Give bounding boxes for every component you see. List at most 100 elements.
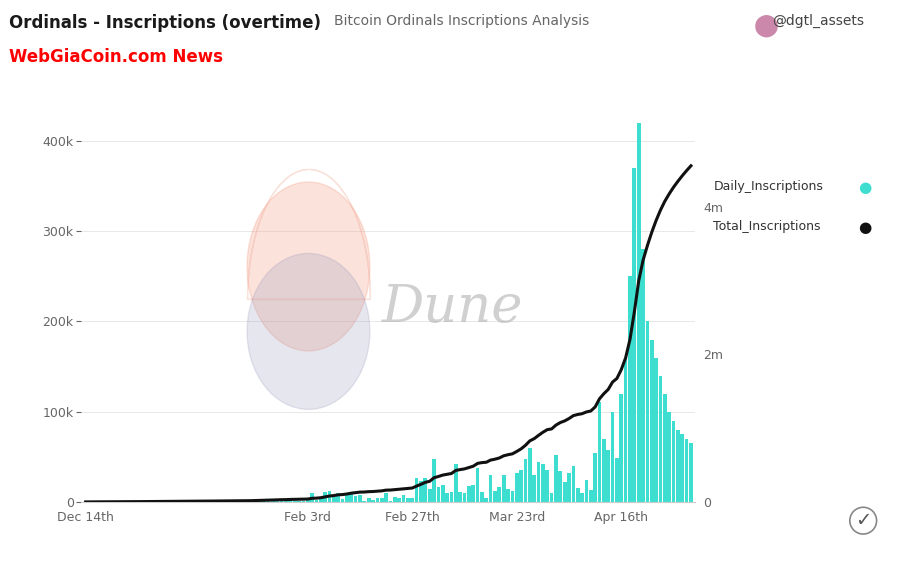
Bar <box>519 470 522 502</box>
Bar <box>540 464 544 502</box>
Bar <box>423 478 427 502</box>
Bar <box>679 434 684 502</box>
Bar <box>631 168 636 502</box>
Bar <box>471 486 474 502</box>
Bar <box>258 500 262 502</box>
Bar <box>597 402 601 502</box>
Bar <box>288 500 292 502</box>
Bar <box>488 475 492 502</box>
Bar <box>645 321 649 502</box>
Bar <box>419 481 422 502</box>
Bar <box>466 486 470 502</box>
Bar <box>349 492 353 502</box>
Bar <box>253 500 257 502</box>
Bar <box>658 376 661 502</box>
Bar <box>667 412 670 502</box>
Bar <box>162 501 166 502</box>
Bar <box>571 466 575 502</box>
Bar <box>366 497 370 502</box>
Bar <box>284 501 288 502</box>
Bar <box>671 421 675 502</box>
Bar <box>414 478 418 502</box>
Bar <box>384 494 388 502</box>
Bar <box>340 499 344 502</box>
Bar <box>584 481 587 502</box>
Text: Total_Inscriptions: Total_Inscriptions <box>713 220 820 233</box>
Bar <box>580 492 584 502</box>
Bar <box>619 394 622 502</box>
Text: Daily_Inscriptions: Daily_Inscriptions <box>713 180 823 193</box>
Bar <box>523 459 527 502</box>
Bar <box>483 497 488 502</box>
Bar <box>223 501 226 502</box>
Bar <box>649 340 653 502</box>
Bar <box>392 497 396 502</box>
Bar <box>375 498 379 502</box>
Bar <box>510 491 513 502</box>
Bar <box>397 498 400 502</box>
Bar <box>640 249 644 502</box>
Bar <box>562 482 566 502</box>
Bar <box>636 123 640 502</box>
Bar <box>436 487 440 502</box>
Bar <box>688 443 692 502</box>
Bar <box>244 500 248 502</box>
Bar <box>506 488 510 502</box>
Bar <box>297 501 300 502</box>
Bar <box>280 500 283 502</box>
Bar <box>401 495 405 502</box>
Bar <box>332 496 336 502</box>
Bar <box>323 492 327 502</box>
Bar <box>502 475 505 502</box>
Bar <box>388 501 391 502</box>
Bar <box>275 501 279 502</box>
Ellipse shape <box>247 253 370 409</box>
Bar <box>662 394 666 502</box>
Bar <box>549 493 553 502</box>
Bar <box>605 450 610 502</box>
Bar <box>528 448 531 502</box>
Bar <box>536 461 539 502</box>
Bar <box>575 488 579 502</box>
Bar <box>449 492 453 502</box>
Bar <box>292 501 296 502</box>
Text: Dune: Dune <box>382 281 523 333</box>
Bar <box>545 470 548 502</box>
Bar <box>432 459 436 502</box>
Bar <box>144 501 148 502</box>
Bar <box>557 471 562 502</box>
Bar <box>566 473 570 502</box>
Text: ✓: ✓ <box>854 511 870 530</box>
Bar <box>480 492 483 502</box>
Bar <box>614 458 618 502</box>
Bar <box>532 475 536 502</box>
Bar <box>628 276 631 502</box>
Bar <box>497 487 501 502</box>
Bar <box>428 489 431 502</box>
Bar <box>458 492 462 502</box>
Bar <box>271 500 274 502</box>
Bar <box>310 493 314 502</box>
Bar <box>492 491 496 502</box>
Bar <box>684 439 687 502</box>
Bar <box>336 493 340 502</box>
Text: Bitcoin Ordinals Inscriptions Analysis: Bitcoin Ordinals Inscriptions Analysis <box>334 14 589 28</box>
Bar <box>410 498 414 502</box>
Bar <box>314 500 318 502</box>
Text: ●: ● <box>857 180 870 196</box>
Text: WebGiaCoin.com News: WebGiaCoin.com News <box>9 48 223 66</box>
Bar <box>266 501 270 502</box>
Bar <box>214 501 218 502</box>
Bar <box>654 358 658 502</box>
Bar <box>301 501 305 502</box>
Text: Ordinals - Inscriptions (overtime): Ordinals - Inscriptions (overtime) <box>9 14 321 32</box>
Bar <box>454 464 457 502</box>
Bar <box>610 412 613 502</box>
Bar <box>262 500 266 502</box>
Text: @dgtl_assets: @dgtl_assets <box>771 14 863 28</box>
Bar <box>475 468 479 502</box>
Bar <box>327 491 331 502</box>
Bar <box>306 500 309 502</box>
Bar <box>514 473 518 502</box>
Bar <box>462 494 465 502</box>
